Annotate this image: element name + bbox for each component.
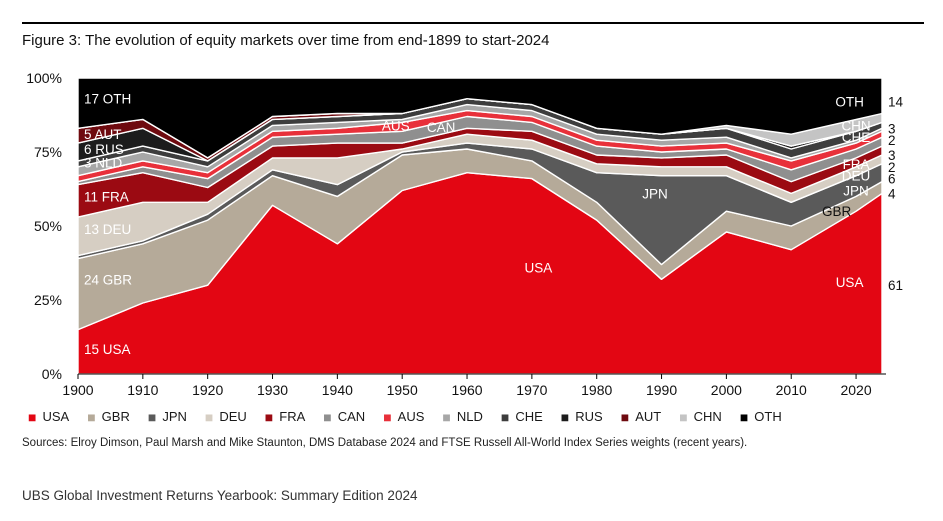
y-tick-label: 50% [34,218,62,234]
legend-swatch: ■ [442,408,451,425]
legend-swatch: ■ [620,408,630,425]
legend-swatch: ■ [560,408,570,425]
series-label: OTH [835,95,864,110]
y-tick-label: 75% [34,144,62,160]
area-oth [77,77,883,159]
legend-item: ■ CAN [323,409,365,424]
series-label: CHN [841,118,870,133]
legend-item: ■ NLD [442,409,482,424]
start-share-label: 13 DEU [84,222,131,237]
stacked-area-chart: 1900 1910 1920 1930 1940 1950 1960 1970 1980 1990… [26,70,904,398]
series-label: JPN [843,183,869,198]
x-tick-label: 1950 [387,382,418,398]
legend-label: CHN [693,409,722,424]
x-tick-label: 2000 [711,382,742,398]
legend-swatch: ■ [264,408,274,425]
legend-item: ■ AUS [383,409,424,424]
end-share-label: 2 [888,160,896,175]
sources-note: Sources: Elroy Dimson, Paul Marsh and Mi… [22,437,748,449]
legend-swatch: ■ [383,408,392,425]
series-label: USA [524,260,552,275]
legend: ■ USA ■ GBR ■ JPN ■ DEU ■ FRA ■ CAN ■ AUS ■ NLD ■ CHE ■ RUS… [28,409,800,424]
legend-label: GBR [101,409,130,424]
series-label: DEU [842,169,871,184]
start-share-label: 5 AUT [84,127,122,142]
legend-swatch: ■ [204,408,214,425]
y-tick-label: 25% [34,292,62,308]
footer-text: UBS Global Investment Returns Yearbook: … [22,488,418,503]
legend-label: JPN [162,409,187,424]
start-share-label: 6 RUS [84,142,124,157]
start-share-label: 11 FRA [84,189,129,204]
legend-label: NLD [456,409,483,424]
legend-item: ■ AUT [621,409,661,424]
x-tick-label: 1900 [62,382,93,398]
legend-label: CAN [337,409,366,424]
end-share-label: 6 [888,172,896,187]
series-label: USA [836,275,864,290]
x-tick-label: 1930 [257,382,288,398]
legend-label: RUS [575,409,603,424]
end-share-label: 2 [888,133,896,148]
legend-label: DEU [219,409,247,424]
series-label: AUS [382,118,410,133]
legend-item: ■ CHE [501,409,543,424]
start-share-label: 3 NLD [84,155,123,170]
x-tick-label: 1990 [646,382,677,398]
x-tick-label: 1980 [581,382,612,398]
x-tick-label: 2010 [776,382,807,398]
x-tick-label: 1970 [516,382,547,398]
legend-label: CHE [515,409,543,424]
x-tick-label: 2020 [840,382,871,398]
legend-label: FRA [279,409,306,424]
y-tick-label: 0% [42,366,62,382]
legend-item: ■ USA [28,409,69,424]
series-label: FRA [843,157,870,172]
series-label: JPN [642,186,668,201]
y-tick-label: 100% [26,70,62,86]
legend-label: AUT [635,409,662,424]
start-share-label: 15 USA [84,342,131,357]
legend-label: OTH [754,409,782,424]
legend-swatch: ■ [28,408,37,425]
legend-swatch: ■ [500,408,510,425]
legend-label: USA [42,409,70,424]
start-share-label: 17 OTH [84,92,131,107]
legend-swatch: ■ [87,408,96,425]
legend-item: ■ GBR [87,409,130,424]
series-label: GBR [822,204,852,219]
end-share-label: 61 [888,278,903,293]
title-rule [22,22,924,24]
legend-item: ■ OTH [740,409,782,424]
figure-title: Figure 3: The evolution of equity market… [22,32,550,49]
x-tick-label: 1940 [322,382,353,398]
x-tick-label: 1920 [192,382,223,398]
end-share-label: 4 [888,186,896,201]
x-tick-label: 1910 [127,382,158,398]
legend-label: AUS [397,409,425,424]
end-share-label: 3 [888,121,896,136]
legend-swatch: ■ [147,408,157,425]
series-label: CAN [427,120,456,135]
series-label: CHE [842,130,871,145]
legend-swatch: ■ [739,408,749,425]
legend-item: ■ RUS [561,409,603,424]
start-share-label: 24 GBR [84,272,132,287]
end-share-label: 3 [888,148,896,163]
legend-item: ■ CHN [679,409,722,424]
end-share-label: 14 [888,95,904,110]
legend-swatch: ■ [323,408,332,425]
legend-item: ■ JPN [148,409,187,424]
x-tick-label: 1960 [451,382,482,398]
legend-item: ■ FRA [265,409,305,424]
legend-item: ■ DEU [205,409,247,424]
legend-swatch: ■ [679,408,688,425]
